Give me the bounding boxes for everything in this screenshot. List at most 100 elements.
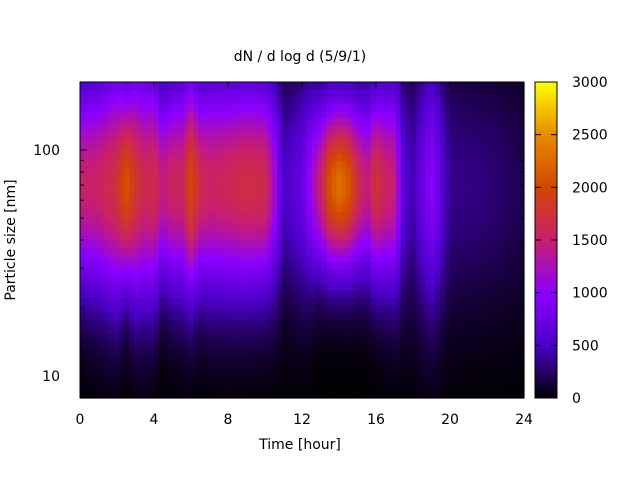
heatmap-cell (237, 268, 244, 277)
heatmap-cell (366, 196, 372, 205)
heatmap-cell (228, 110, 234, 119)
heatmap-cell (247, 347, 254, 356)
heatmap-cell (139, 275, 145, 284)
heatmap-cell (519, 161, 525, 169)
heatmap-cell (356, 304, 362, 313)
heatmap-cell (144, 311, 150, 320)
x-tick-label: 12 (293, 412, 311, 428)
heatmap-cell (282, 103, 288, 112)
heatmap-cell (149, 333, 155, 342)
heatmap-cell (489, 354, 495, 363)
heatmap-cell (183, 333, 190, 342)
heatmap-cell (514, 376, 520, 385)
heatmap-cell (302, 82, 308, 90)
heatmap-cell (183, 204, 190, 212)
heatmap-cell (474, 161, 481, 169)
heatmap-cell (356, 275, 362, 284)
heatmap-cell (237, 225, 244, 234)
heatmap-cell (119, 125, 125, 133)
heatmap-cell (218, 354, 224, 363)
heatmap-cell (262, 204, 269, 212)
heatmap-cell (119, 326, 125, 334)
heatmap-cell (267, 268, 273, 277)
heatmap-cell (464, 340, 471, 349)
heatmap-cell (287, 82, 293, 90)
heatmap-cell (430, 117, 436, 126)
heatmap-cell (454, 89, 461, 97)
heatmap-cell (326, 132, 333, 141)
heatmap-cell (361, 254, 367, 263)
heatmap-cell (193, 82, 199, 90)
heatmap-cell (400, 139, 407, 148)
heatmap-cell (193, 204, 199, 212)
heatmap-cell (331, 139, 338, 148)
heatmap-cell (351, 326, 357, 334)
heatmap-cell (262, 89, 269, 97)
heatmap-cell (484, 333, 491, 342)
heatmap-cell (232, 175, 239, 184)
heatmap-cell (198, 390, 204, 399)
heatmap-cell (99, 304, 106, 313)
heatmap-cell (380, 390, 387, 399)
heatmap-cell (257, 103, 264, 112)
heatmap-cell (99, 383, 106, 392)
heatmap-cell (371, 304, 377, 313)
heatmap-cell (163, 218, 170, 227)
heatmap-cell (469, 161, 476, 169)
heatmap-cell (213, 146, 219, 155)
heatmap-cell (361, 225, 367, 234)
heatmap-cell (188, 275, 195, 284)
heatmap-cell (168, 354, 175, 363)
heatmap-cell (203, 225, 209, 234)
heatmap-cell (277, 369, 283, 378)
heatmap-cell (124, 204, 130, 212)
heatmap-cell (203, 182, 209, 191)
heatmap-cell (267, 297, 273, 306)
heatmap-cell (395, 326, 402, 334)
heatmap-cell (479, 182, 486, 191)
heatmap-cell (247, 304, 254, 313)
heatmap-cell (356, 96, 362, 105)
heatmap-cell (440, 240, 446, 248)
heatmap-cell (277, 182, 283, 191)
heatmap-cell (119, 362, 125, 370)
heatmap-cell (114, 204, 121, 212)
heatmap-cell (376, 82, 382, 90)
heatmap-cell (208, 390, 214, 399)
heatmap-cell (366, 175, 372, 184)
heatmap-cell (124, 96, 130, 105)
heatmap-cell (326, 333, 333, 342)
heatmap-cell (489, 175, 495, 184)
heatmap-cell (336, 125, 343, 133)
heatmap-cell (519, 232, 525, 241)
heatmap-cell (395, 362, 402, 370)
heatmap-cell (193, 347, 199, 356)
heatmap-cell (139, 333, 145, 342)
heatmap-cell (124, 290, 130, 299)
heatmap-cell (395, 182, 402, 191)
heatmap-cell (188, 182, 195, 191)
heatmap-cell (435, 146, 441, 155)
heatmap-cell (89, 146, 96, 155)
heatmap-cell (208, 247, 214, 255)
heatmap-cell (474, 232, 481, 241)
heatmap-cell (415, 175, 421, 184)
heatmap-cell (410, 319, 417, 327)
heatmap-cell (297, 82, 303, 90)
heatmap-cell (129, 340, 135, 349)
heatmap-cell (321, 376, 328, 385)
heatmap-cell (380, 362, 387, 370)
heatmap-cell (331, 369, 338, 378)
heatmap-cell (321, 333, 328, 342)
heatmap-cell (405, 283, 412, 291)
heatmap-cell (119, 103, 125, 112)
heatmap-cell (247, 82, 254, 90)
heatmap-cell (336, 268, 343, 277)
heatmap-cell (346, 347, 352, 356)
heatmap-cell (385, 383, 392, 392)
heatmap-cell (395, 319, 402, 327)
heatmap-cell (124, 125, 130, 133)
heatmap-cell (514, 211, 520, 220)
heatmap-cell (297, 103, 303, 112)
heatmap-cell (331, 196, 338, 205)
